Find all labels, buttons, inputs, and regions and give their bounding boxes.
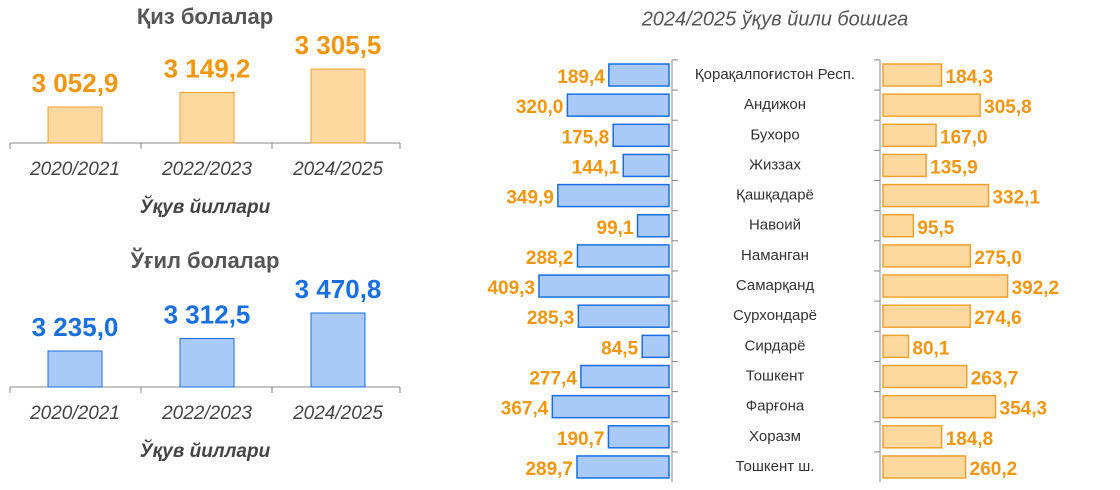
bar: [607, 425, 670, 449]
value-label: 184,3: [946, 67, 994, 88]
bar: [882, 183, 990, 208]
category-label: Бухоро: [750, 126, 799, 143]
bar: [882, 425, 943, 449]
bar: [576, 244, 670, 268]
value-label: 3 149,2: [164, 53, 251, 83]
bar: [882, 364, 968, 389]
bar: [882, 334, 910, 359]
value-label: 3 235,0: [32, 312, 119, 342]
x-tick-label: 2022/2023: [161, 159, 252, 180]
category-label: Қашқадарё: [736, 187, 814, 204]
bar: [882, 153, 927, 178]
bar: [882, 93, 981, 117]
bar: [641, 334, 670, 359]
bar: [566, 93, 670, 117]
bar: [882, 394, 997, 419]
bar: [608, 63, 670, 87]
category-label: Самарқанд: [736, 277, 815, 294]
value-label: 367,4: [501, 399, 549, 420]
bar: [882, 123, 937, 148]
bar: [882, 304, 971, 328]
value-label: 99,1: [597, 218, 634, 239]
bar: [310, 68, 366, 144]
category-label: Фарғона: [746, 398, 805, 415]
category-label: Сирдарё: [745, 337, 806, 354]
value-label: 84,5: [601, 338, 638, 359]
bar: [576, 455, 670, 479]
value-label: 277,4: [529, 369, 577, 390]
value-label: 95,5: [917, 218, 954, 239]
bar: [551, 394, 670, 419]
value-label: 167,0: [940, 127, 988, 148]
bar: [179, 338, 235, 388]
bar: [882, 214, 915, 238]
value-label: 285,3: [527, 308, 575, 329]
value-label: 3 305,5: [295, 30, 382, 60]
value-label: 184,8: [946, 429, 994, 450]
bar: [557, 183, 670, 208]
value-label: 189,4: [557, 67, 605, 88]
x-tick-label: 2020/2021: [29, 159, 120, 180]
bar: [577, 304, 670, 328]
value-label: 260,2: [970, 459, 1018, 480]
x-tick-label: 2020/2021: [29, 403, 120, 424]
value-label: 274,6: [974, 308, 1022, 329]
value-label: 144,1: [572, 157, 620, 178]
value-label: 409,3: [487, 278, 535, 299]
value-label: 80,1: [912, 338, 949, 359]
category-label: Хоразм: [749, 428, 801, 445]
bar: [882, 455, 967, 479]
category-label: Андижон: [744, 96, 806, 113]
value-label: 3 312,5: [164, 299, 251, 329]
category-label: Наманган: [741, 247, 809, 264]
category-label: Тошкент: [746, 367, 805, 384]
category-label: Тошкент ш.: [736, 458, 815, 475]
x-tick-label: 2022/2023: [161, 403, 252, 424]
bar: [882, 274, 1009, 298]
chart-title: Қиз болалар: [137, 4, 273, 29]
category-label: Жиззах: [749, 156, 801, 173]
value-label: 263,7: [971, 369, 1019, 390]
value-label: 135,9: [930, 157, 978, 178]
value-label: 175,8: [562, 127, 610, 148]
bar: [310, 312, 366, 388]
value-label: 320,0: [516, 97, 564, 118]
bar: [882, 63, 943, 87]
value-label: 275,0: [974, 248, 1022, 269]
value-label: 354,3: [1000, 399, 1048, 420]
value-label: 3 052,9: [32, 68, 119, 98]
bar: [47, 106, 103, 144]
value-label: 349,9: [506, 188, 554, 209]
bar: [580, 364, 670, 389]
value-label: 305,8: [984, 97, 1032, 118]
value-label: 190,7: [557, 429, 605, 450]
chart-subtitle: 2024/2025 ўқув йили бошига: [641, 8, 909, 30]
value-label: 289,7: [525, 459, 573, 480]
x-tick-label: 2024/2025: [292, 159, 383, 180]
value-label: 392,2: [1012, 278, 1060, 299]
x-tick-label: 2024/2025: [292, 403, 383, 424]
bar: [47, 350, 103, 388]
category-label: Сурхондарё: [733, 307, 817, 324]
bar: [882, 244, 972, 268]
chart-title: Ўғил болалар: [130, 247, 280, 273]
bar: [636, 214, 670, 238]
value-label: 288,2: [526, 248, 574, 269]
value-label: 332,1: [992, 188, 1040, 209]
x-axis-title: Ўқув йиллари: [140, 196, 271, 218]
bar: [538, 274, 670, 298]
category-label: Навоий: [749, 217, 801, 234]
x-axis-title: Ўқув йиллари: [140, 440, 271, 462]
category-label: Қорақалпоғистон Респ.: [695, 66, 855, 83]
bar: [179, 92, 235, 144]
value-label: 3 470,8: [295, 274, 382, 304]
bar: [612, 123, 670, 148]
bar: [622, 153, 670, 178]
